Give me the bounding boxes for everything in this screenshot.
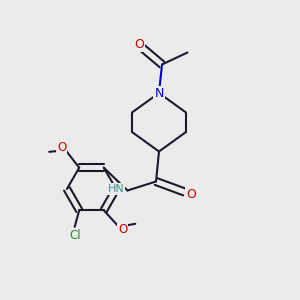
Text: O: O (57, 141, 66, 154)
Text: Cl: Cl (69, 229, 80, 242)
Text: O: O (186, 188, 196, 201)
Text: O: O (134, 38, 144, 51)
Text: N: N (154, 86, 164, 100)
Text: HN: HN (108, 184, 124, 194)
Text: O: O (118, 223, 127, 236)
